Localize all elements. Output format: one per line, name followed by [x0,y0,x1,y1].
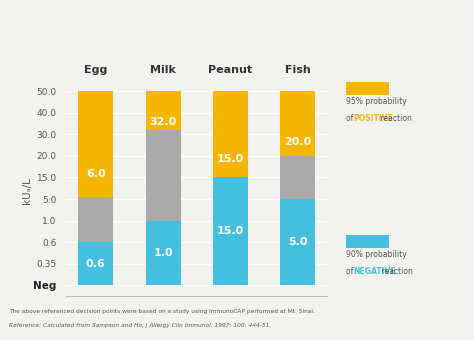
Text: Fish: Fish [285,65,310,75]
Text: 95% probability: 95% probability [346,97,407,106]
Y-axis label: kUₐ/L: kUₐ/L [22,177,32,204]
Text: Egg: Egg [84,65,108,75]
Bar [146,91,181,130]
Text: of: of [346,267,356,276]
Text: 5.0: 5.0 [288,237,308,247]
Text: of: of [346,114,356,123]
Text: NEGATIVE: NEGATIVE [354,267,396,276]
Text: Milk: Milk [150,65,176,75]
Text: 20.0: 20.0 [284,137,311,147]
Text: 90% probability: 90% probability [346,250,407,259]
Bar [213,177,248,285]
Text: 32.0: 32.0 [149,117,177,127]
Text: Peanut: Peanut [208,65,253,75]
Bar [78,197,113,242]
Bar [213,91,248,177]
Text: 15.0: 15.0 [217,226,244,236]
Bar [146,221,181,285]
Text: 0.6: 0.6 [86,258,106,269]
Text: 1.0: 1.0 [153,248,173,258]
Text: 15.0: 15.0 [217,154,244,164]
Bar [78,91,113,197]
Text: 6.0: 6.0 [86,169,106,178]
Text: Reference: Calculated from Sampson and Ho, J Allergy Clin Immunol. 1997; 100: 44: Reference: Calculated from Sampson and H… [9,323,272,328]
Text: POSITIVE: POSITIVE [354,114,393,123]
Bar [146,130,181,221]
Bar [280,91,315,156]
Text: reaction: reaction [378,114,412,123]
Text: The above referenced decision points were based on a study using ImmunoCAP perfo: The above referenced decision points wer… [9,309,315,315]
Bar [78,242,113,285]
Bar [280,156,315,199]
Text: reaction: reaction [379,267,413,276]
Bar [280,199,315,285]
